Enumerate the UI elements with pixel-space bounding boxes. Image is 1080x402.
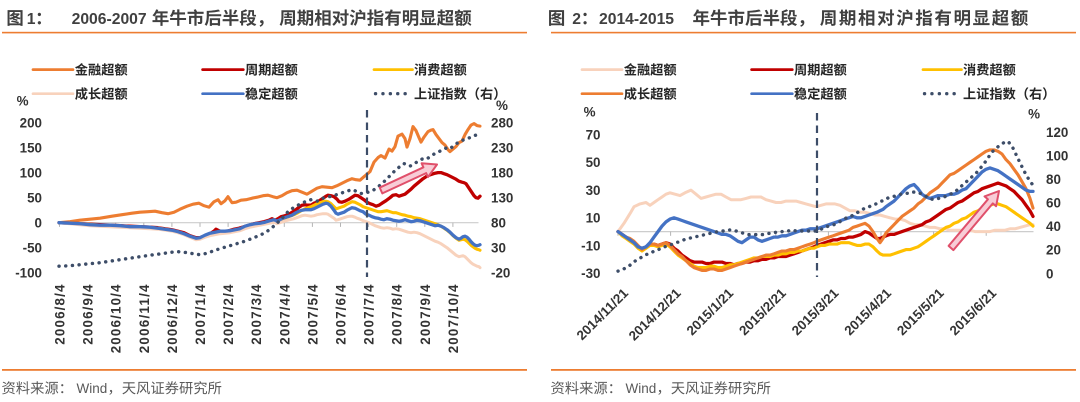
svg-text:80: 80 <box>1046 172 1061 187</box>
svg-text:2: 2 <box>572 11 581 28</box>
svg-text:2014-2015: 2014-2015 <box>599 11 674 28</box>
svg-text:2007/2/4: 2007/2/4 <box>221 284 236 345</box>
svg-text:280: 280 <box>491 115 513 130</box>
svg-text:0: 0 <box>35 216 42 231</box>
svg-text:2007/10/4: 2007/10/4 <box>446 284 461 353</box>
svg-text:180: 180 <box>491 165 513 180</box>
svg-text:2007/4/4: 2007/4/4 <box>277 284 292 345</box>
svg-text:60: 60 <box>1046 196 1061 211</box>
svg-text:2007/3/4: 2007/3/4 <box>249 284 264 345</box>
svg-text:2007/7/4: 2007/7/4 <box>362 284 377 345</box>
svg-text:%: % <box>17 94 29 109</box>
svg-text:230: 230 <box>491 140 513 155</box>
svg-text:50: 50 <box>27 190 42 205</box>
svg-text:2007/1/4: 2007/1/4 <box>193 284 208 345</box>
svg-text:150: 150 <box>20 140 42 155</box>
svg-text:-20: -20 <box>491 266 510 281</box>
svg-text:40: 40 <box>1046 219 1061 234</box>
svg-text:2007/9/4: 2007/9/4 <box>418 284 433 345</box>
svg-text:100: 100 <box>1046 148 1068 163</box>
svg-text:2007/8/4: 2007/8/4 <box>390 284 405 345</box>
svg-text:%: % <box>496 98 508 113</box>
svg-text:70: 70 <box>586 127 601 142</box>
svg-text:%: % <box>584 105 596 120</box>
svg-text:130: 130 <box>491 190 513 205</box>
svg-text:20: 20 <box>1046 243 1061 258</box>
svg-text:-100: -100 <box>15 266 42 281</box>
svg-text:80: 80 <box>491 216 506 231</box>
svg-text:2006/11/4: 2006/11/4 <box>137 284 152 353</box>
svg-text:120: 120 <box>1046 125 1068 140</box>
svg-text:Wind: Wind <box>77 381 108 396</box>
svg-text:0: 0 <box>1046 266 1053 281</box>
svg-text:2006-2007: 2006-2007 <box>72 11 147 28</box>
svg-text:1: 1 <box>27 11 36 28</box>
svg-text:2007/6/4: 2007/6/4 <box>334 284 349 345</box>
svg-text:2006/8/4: 2006/8/4 <box>53 284 68 345</box>
svg-text:200: 200 <box>20 115 42 130</box>
svg-text:-10: -10 <box>581 238 600 253</box>
svg-text:-30: -30 <box>581 266 600 281</box>
svg-text:30: 30 <box>586 183 601 198</box>
svg-text:2007/5/4: 2007/5/4 <box>305 284 320 345</box>
svg-text:%: % <box>1028 107 1040 122</box>
svg-text:2006/12/4: 2006/12/4 <box>165 284 180 353</box>
svg-text:50: 50 <box>586 155 601 170</box>
svg-text:2006/9/4: 2006/9/4 <box>81 284 96 345</box>
svg-text:30: 30 <box>491 241 506 256</box>
svg-text:100: 100 <box>20 165 42 180</box>
svg-text:2006/10/4: 2006/10/4 <box>109 284 124 353</box>
svg-text:10: 10 <box>586 211 601 226</box>
svg-text:-50: -50 <box>23 241 42 256</box>
svg-text:Wind: Wind <box>626 381 657 396</box>
